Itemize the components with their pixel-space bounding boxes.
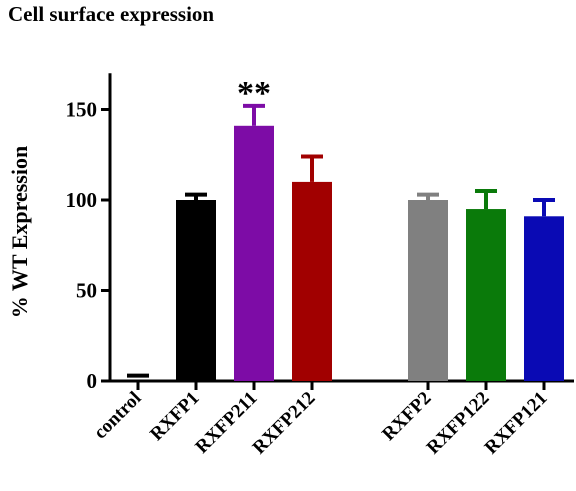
y-tick-label: 0	[87, 369, 98, 393]
x-tick-label: RXFP121	[481, 388, 552, 459]
bar	[292, 181, 332, 381]
significance-annotation: **	[237, 75, 271, 112]
chart-title: Cell surface expression	[8, 2, 215, 26]
bar	[524, 216, 564, 381]
y-tick-label: 150	[66, 98, 98, 122]
bar	[234, 125, 274, 381]
y-tick-label: 100	[66, 188, 98, 212]
x-tick-label: RXFP2	[378, 388, 435, 445]
x-tick-label: control	[90, 388, 146, 444]
x-tick-label: RXFP122	[423, 388, 494, 459]
bar	[176, 200, 216, 381]
y-tick-label: 50	[76, 279, 97, 303]
y-axis-label: % WT Expression	[7, 146, 32, 318]
x-tick-label: RXFP212	[249, 388, 320, 459]
bar	[466, 209, 506, 381]
bars	[127, 103, 564, 381]
x-tick-label: RXFP1	[146, 388, 203, 445]
bar	[408, 200, 448, 381]
